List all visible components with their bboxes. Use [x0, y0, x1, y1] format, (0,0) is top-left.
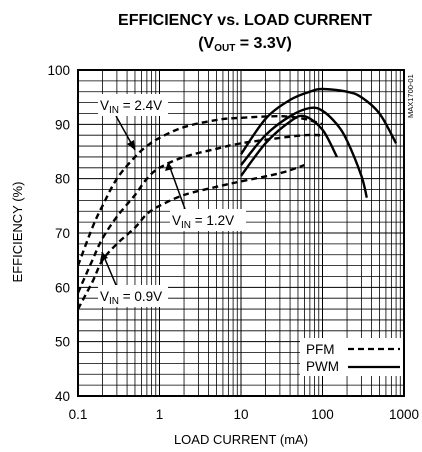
x-tick-label: 10 [233, 407, 248, 422]
y-tick-label: 80 [55, 172, 70, 187]
svg-text:VIN = 2.4V: VIN = 2.4V [100, 98, 162, 116]
svg-text:VIN = 1.2V: VIN = 1.2V [172, 213, 234, 231]
arrow-head [165, 162, 173, 171]
y-tick-label: 60 [55, 280, 70, 295]
series-lines [76, 87, 398, 310]
y-axis-ticks: 40 50 60 70 80 90 100 [47, 63, 70, 404]
annotation-vin-0-9: VIN = 0.9V [98, 285, 168, 307]
y-tick-label: 70 [55, 226, 70, 241]
y-tick-label: 40 [55, 389, 70, 404]
y-tick-label: 50 [55, 335, 70, 350]
annotation-vin-2-4: VIN = 2.4V [98, 94, 168, 116]
y-tick-label: 90 [55, 117, 70, 132]
x-tick-label: 100 [311, 407, 334, 422]
x-axis-ticks: 0.1 1 10 100 1000 [69, 407, 419, 422]
chart-title-line2: (VOUT = 3.3V) [198, 35, 292, 54]
x-tick-label: 1000 [389, 407, 419, 422]
legend-label-pwm: PWM [306, 359, 339, 374]
series-line-pwm-1 [240, 87, 398, 155]
chart-title-line1: EFFICIENCY vs. LOAD CURRENT [118, 12, 372, 29]
legend: PFM PWM [300, 338, 404, 376]
annotation-arrows [100, 115, 186, 286]
series-line-pfm-2 [76, 133, 323, 294]
series-line-pfm-3 [76, 163, 305, 310]
annotation-vin-1-2: VIN = 1.2V [170, 209, 246, 231]
x-tick-label: 0.1 [69, 407, 88, 422]
x-axis-label: LOAD CURRENT (mA) [174, 432, 308, 447]
y-axis-label: EFFICIENCY (%) [10, 182, 25, 283]
annotation-arrow [167, 161, 186, 210]
plot-frame [77, 69, 405, 397]
arrow-head [127, 140, 135, 150]
x-tick-label: 1 [156, 407, 164, 422]
arrow-head [100, 252, 108, 261]
series-line-pwm-2 [240, 106, 368, 198]
legend-label-pfm: PFM [306, 342, 335, 357]
series-line-pfm-1 [76, 114, 323, 267]
svg-text:VIN = 0.9V: VIN = 0.9V [100, 289, 162, 307]
chart-code: MAX1700-01 [406, 74, 415, 118]
series-line-pwm-3 [240, 114, 338, 177]
y-tick-label: 100 [47, 63, 70, 78]
